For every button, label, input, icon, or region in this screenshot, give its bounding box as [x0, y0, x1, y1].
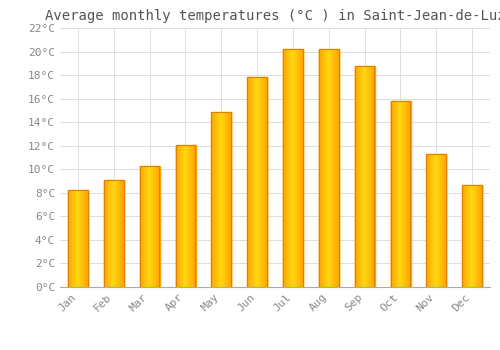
Bar [140, 166, 160, 287]
Bar [68, 190, 88, 287]
Bar [426, 154, 446, 287]
Bar [319, 49, 338, 287]
Bar [462, 184, 482, 287]
Bar [176, 145, 196, 287]
Bar [354, 66, 374, 287]
Bar [247, 77, 267, 287]
Bar [390, 101, 410, 287]
Bar [104, 180, 124, 287]
Bar [212, 112, 231, 287]
Bar [283, 49, 303, 287]
Title: Average monthly temperatures (°C ) in Saint-Jean-de-Luz: Average monthly temperatures (°C ) in Sa… [44, 9, 500, 23]
